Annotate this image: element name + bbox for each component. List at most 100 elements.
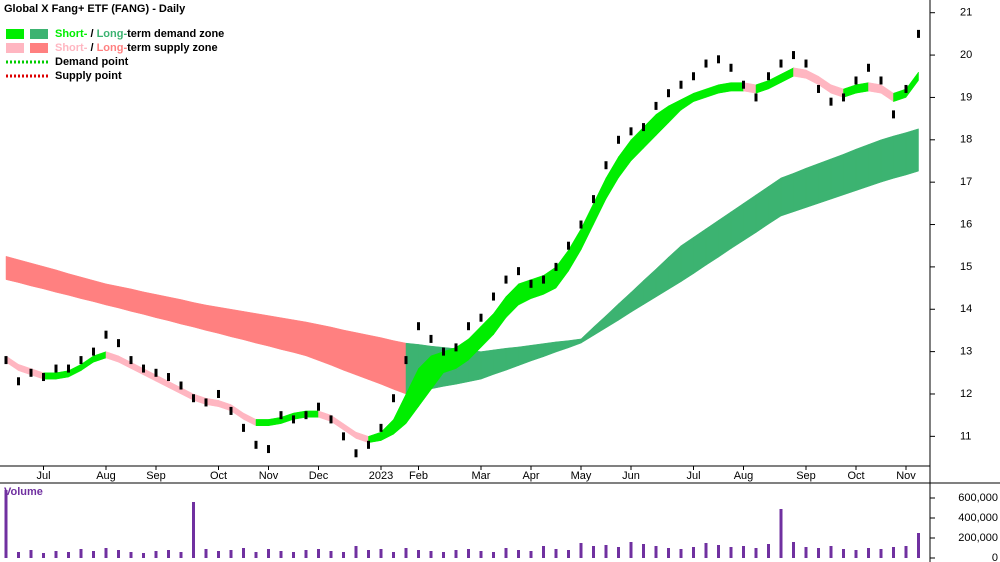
volume-bar xyxy=(129,552,133,558)
zone-segment xyxy=(905,128,919,176)
volume-bar xyxy=(904,546,908,558)
zone-segment xyxy=(243,311,257,344)
price-candle xyxy=(554,262,558,271)
legend-swatch xyxy=(6,43,24,53)
price-candle xyxy=(392,394,395,403)
volume-bar xyxy=(4,490,8,558)
x-tick-label: Oct xyxy=(847,470,864,482)
zone-segment xyxy=(68,273,82,299)
y-tick-label: 12 xyxy=(960,388,972,400)
zone-segment xyxy=(355,332,369,380)
price-candle xyxy=(4,356,8,365)
volume-bar xyxy=(679,549,683,558)
x-tick-label: Nov xyxy=(896,470,916,482)
zone-segment xyxy=(793,67,807,79)
price-candle xyxy=(742,80,745,89)
price-candle xyxy=(367,440,370,449)
volume-bar xyxy=(717,545,720,558)
x-tick-label: 2023 xyxy=(369,470,393,482)
zone-segment xyxy=(5,255,19,283)
volume-bar xyxy=(54,551,58,558)
zone-segment xyxy=(805,163,819,208)
zone-segment xyxy=(343,329,357,376)
price-candle xyxy=(504,275,508,284)
volume-bar xyxy=(917,533,920,558)
volume-bar xyxy=(417,550,420,558)
legend-swatch xyxy=(30,29,48,39)
price-candle xyxy=(192,394,195,403)
price-candle xyxy=(104,330,108,339)
zone-segment xyxy=(780,172,794,217)
legend-text: / xyxy=(87,42,96,54)
zone-segment xyxy=(143,291,157,319)
legend-text: Supply point xyxy=(55,70,122,82)
volume-bar xyxy=(254,552,258,558)
y-tick-label: 17 xyxy=(960,176,972,188)
zone-segment xyxy=(255,419,269,427)
zone-segment xyxy=(280,317,294,353)
zone-segment xyxy=(368,334,382,385)
zone-segment xyxy=(480,349,494,380)
x-tick-label: Aug xyxy=(734,470,754,482)
y-tick-label: 15 xyxy=(960,261,972,273)
price-candle xyxy=(154,368,158,377)
volume-bar xyxy=(192,502,195,558)
volume-bar xyxy=(779,509,783,558)
price-candle xyxy=(417,322,420,331)
zone-segment xyxy=(180,299,194,328)
volume-bar xyxy=(404,548,408,558)
volume-bar xyxy=(142,553,145,558)
price-candle xyxy=(329,415,333,424)
volume-bar xyxy=(804,547,808,558)
zone-segment xyxy=(205,304,219,334)
zone-segment xyxy=(830,153,844,200)
price-candle xyxy=(629,127,633,136)
volume-bar xyxy=(829,546,833,558)
y-tick-label: 21 xyxy=(960,7,972,19)
price-candle xyxy=(517,267,520,276)
price-candle xyxy=(129,356,133,365)
price-candle xyxy=(917,29,920,38)
price-candle xyxy=(429,334,433,343)
price-candle xyxy=(29,368,33,377)
zone-segment xyxy=(268,315,282,350)
volume-bar xyxy=(242,548,245,558)
price-candle xyxy=(704,59,708,68)
x-tick-label: Feb xyxy=(409,470,428,482)
volume-bar xyxy=(29,550,33,558)
volume-bar xyxy=(429,551,433,558)
legend-text: term demand zone xyxy=(127,28,224,40)
legend-text: / xyxy=(87,28,96,40)
x-tick-label: Oct xyxy=(210,470,227,482)
zone-segment xyxy=(193,302,207,331)
price-candle xyxy=(854,76,858,85)
zone-segment xyxy=(80,276,94,302)
price-candle xyxy=(654,101,658,110)
zone-segment xyxy=(230,308,244,341)
price-candle xyxy=(92,347,95,356)
volume-bar xyxy=(754,548,758,558)
y-tick-label: 11 xyxy=(960,430,971,442)
volume-bar xyxy=(354,546,358,558)
x-tick-label: Aug xyxy=(96,470,116,482)
x-tick-label: Nov xyxy=(259,470,279,482)
x-tick-label: Jun xyxy=(622,470,640,482)
zone-segment xyxy=(43,372,57,380)
price-candle xyxy=(317,402,320,411)
y-tick-label: 20 xyxy=(960,49,972,61)
zone-segment xyxy=(55,269,69,296)
zone-segment xyxy=(255,313,269,347)
x-tick-label: Sep xyxy=(146,470,166,482)
legend-text: Long- xyxy=(97,42,128,54)
zone-segment xyxy=(855,144,869,191)
price-candle xyxy=(267,445,270,454)
volume-bar xyxy=(667,548,670,558)
price-candle xyxy=(717,55,720,64)
zone-segment xyxy=(380,337,394,390)
volume-bar xyxy=(217,551,220,558)
volume-bar xyxy=(729,547,733,558)
zone-segment xyxy=(130,288,144,315)
price-candle xyxy=(454,343,458,352)
price-candle xyxy=(379,423,383,432)
volume-bar xyxy=(654,546,658,558)
